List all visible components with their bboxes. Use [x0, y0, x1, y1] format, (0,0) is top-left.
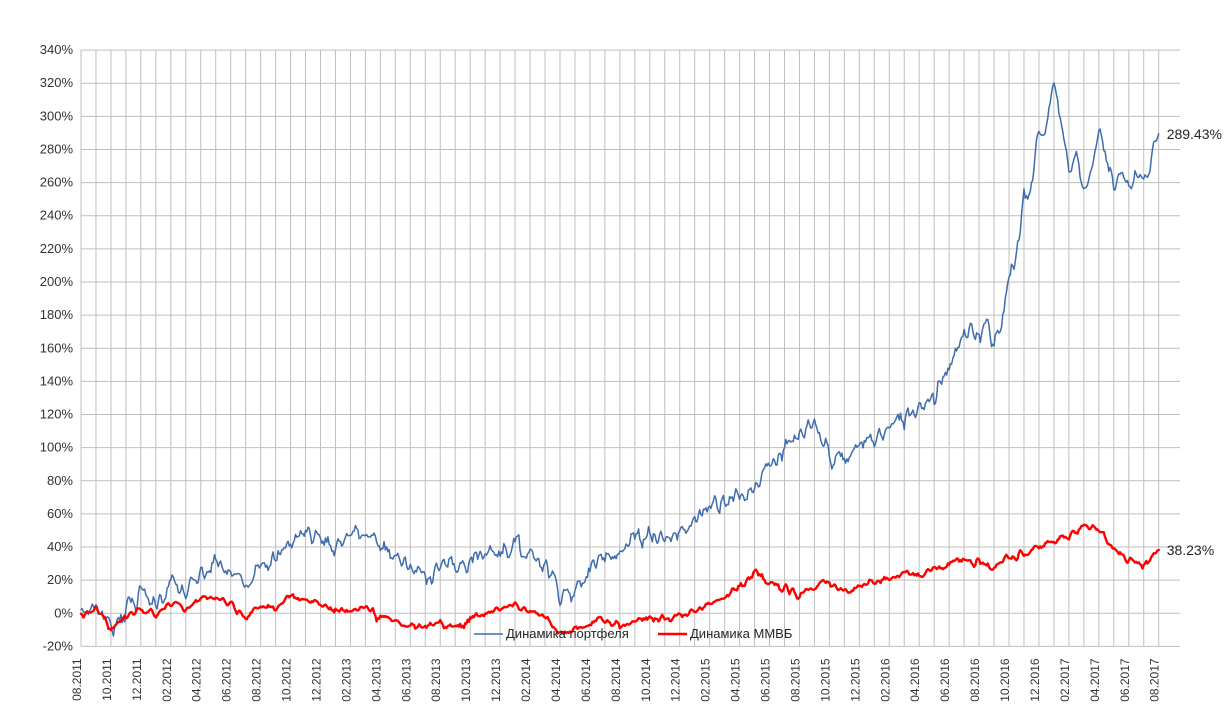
svg-text:10.2012: 10.2012: [280, 658, 294, 702]
svg-text:200%: 200%: [40, 274, 74, 289]
svg-text:320%: 320%: [40, 75, 74, 90]
svg-text:40%: 40%: [47, 539, 73, 554]
svg-text:280%: 280%: [40, 141, 74, 156]
svg-text:08.2014: 08.2014: [609, 658, 623, 702]
svg-text:02.2016: 02.2016: [878, 658, 892, 702]
svg-text:08.2017: 08.2017: [1148, 658, 1162, 702]
svg-text:02.2012: 02.2012: [160, 658, 174, 702]
svg-text:08.2016: 08.2016: [968, 658, 982, 702]
svg-text:220%: 220%: [40, 241, 74, 256]
svg-text:08.2013: 08.2013: [429, 658, 443, 702]
svg-text:02.2017: 02.2017: [1058, 658, 1072, 702]
svg-text:12.2016: 12.2016: [1028, 658, 1042, 702]
svg-text:0%: 0%: [54, 605, 73, 620]
svg-text:08.2012: 08.2012: [250, 658, 264, 702]
svg-text:240%: 240%: [40, 208, 74, 223]
svg-text:20%: 20%: [47, 572, 73, 587]
svg-text:04.2017: 04.2017: [1088, 658, 1102, 702]
svg-text:10.2013: 10.2013: [459, 658, 473, 702]
svg-text:06.2013: 06.2013: [399, 658, 413, 702]
svg-text:04.2012: 04.2012: [190, 658, 204, 702]
svg-text:Динамика ММВБ: Динамика ММВБ: [690, 626, 792, 641]
svg-text:60%: 60%: [47, 506, 73, 521]
svg-text:12.2012: 12.2012: [309, 658, 323, 702]
svg-text:02.2015: 02.2015: [699, 658, 713, 702]
svg-text:04.2013: 04.2013: [369, 658, 383, 702]
svg-text:Динамика портфеля: Динамика портфеля: [506, 626, 629, 641]
svg-text:10.2011: 10.2011: [100, 658, 114, 701]
svg-text:38.23%: 38.23%: [1167, 542, 1214, 558]
svg-text:140%: 140%: [40, 373, 74, 388]
svg-text:08.2011: 08.2011: [70, 658, 84, 701]
svg-text:12.2013: 12.2013: [489, 658, 503, 702]
svg-text:04.2016: 04.2016: [908, 658, 922, 702]
svg-text:100%: 100%: [40, 440, 74, 455]
svg-text:260%: 260%: [40, 175, 74, 190]
svg-text:06.2016: 06.2016: [938, 658, 952, 702]
svg-text:180%: 180%: [40, 307, 74, 322]
svg-text:160%: 160%: [40, 340, 74, 355]
svg-text:12.2011: 12.2011: [130, 658, 144, 701]
svg-text:289.43%: 289.43%: [1167, 126, 1222, 142]
svg-text:02.2014: 02.2014: [519, 658, 533, 702]
svg-text:-20%: -20%: [43, 638, 74, 653]
svg-text:06.2014: 06.2014: [579, 658, 593, 702]
svg-text:04.2015: 04.2015: [729, 658, 743, 702]
svg-text:06.2012: 06.2012: [220, 658, 234, 702]
svg-text:10.2014: 10.2014: [639, 658, 653, 702]
svg-text:04.2014: 04.2014: [549, 658, 563, 702]
svg-text:120%: 120%: [40, 407, 74, 422]
svg-text:340%: 340%: [40, 42, 74, 57]
svg-text:10.2016: 10.2016: [998, 658, 1012, 702]
svg-text:300%: 300%: [40, 108, 74, 123]
svg-text:08.2015: 08.2015: [788, 658, 802, 702]
svg-text:06.2017: 06.2017: [1118, 658, 1132, 702]
svg-text:80%: 80%: [47, 473, 73, 488]
svg-text:12.2015: 12.2015: [848, 658, 862, 702]
svg-text:10.2015: 10.2015: [818, 658, 832, 702]
svg-text:12.2014: 12.2014: [669, 658, 683, 702]
svg-text:02.2013: 02.2013: [339, 658, 353, 702]
svg-text:06.2015: 06.2015: [759, 658, 773, 702]
